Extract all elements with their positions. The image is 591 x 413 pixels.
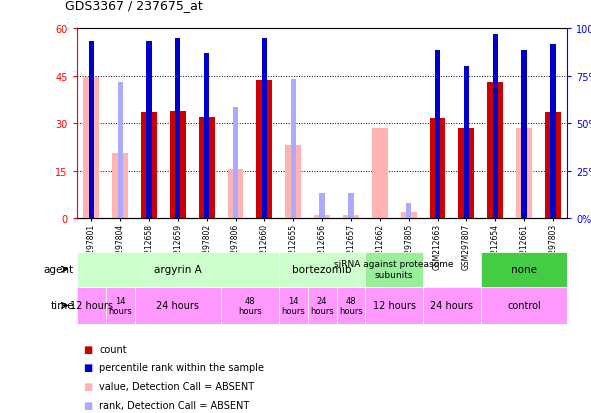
Bar — [348, 194, 353, 219]
Bar — [118, 83, 123, 219]
Bar — [256, 81, 272, 219]
Bar — [285, 146, 301, 219]
Bar — [481, 252, 567, 287]
Text: argyrin A: argyrin A — [154, 264, 202, 275]
Text: ■: ■ — [83, 381, 92, 391]
Bar — [430, 119, 446, 219]
Text: none: none — [511, 264, 537, 275]
Text: bortezomib: bortezomib — [293, 264, 352, 275]
Text: 24 hours: 24 hours — [430, 301, 473, 311]
Bar — [343, 216, 359, 219]
Text: 24
hours: 24 hours — [310, 296, 334, 315]
Bar — [279, 287, 308, 324]
Bar — [365, 287, 423, 324]
Bar — [521, 51, 527, 219]
Text: value, Detection Call = ABSENT: value, Detection Call = ABSENT — [99, 381, 254, 391]
Text: GDS3367 / 237675_at: GDS3367 / 237675_at — [65, 0, 203, 12]
Bar — [77, 252, 279, 287]
Bar — [435, 51, 440, 219]
Bar — [221, 287, 279, 324]
Bar — [199, 118, 215, 219]
Text: agent: agent — [44, 264, 74, 275]
Bar — [320, 194, 324, 219]
Text: 14
hours: 14 hours — [108, 296, 132, 315]
Bar — [545, 113, 561, 219]
Bar — [291, 80, 296, 219]
Bar — [279, 252, 365, 287]
Bar — [464, 67, 469, 219]
Text: 48
hours: 48 hours — [339, 296, 363, 315]
Bar — [516, 129, 532, 219]
Bar — [372, 129, 388, 219]
Bar — [135, 287, 221, 324]
Bar — [493, 35, 498, 219]
Text: rank, Detection Call = ABSENT: rank, Detection Call = ABSENT — [99, 400, 249, 410]
Bar — [233, 108, 238, 219]
Text: time: time — [50, 301, 74, 311]
Bar — [406, 203, 411, 219]
Bar — [83, 78, 99, 219]
Text: 48
hours: 48 hours — [238, 296, 262, 315]
Bar — [365, 252, 423, 287]
Bar — [308, 287, 336, 324]
Text: percentile rank within the sample: percentile rank within the sample — [99, 363, 264, 373]
Bar — [141, 113, 157, 219]
Bar — [170, 112, 186, 219]
Text: ■: ■ — [83, 344, 92, 354]
Bar — [401, 213, 417, 219]
Text: 12 hours: 12 hours — [373, 301, 415, 311]
Bar — [204, 54, 209, 219]
Bar — [147, 42, 151, 219]
Bar — [89, 42, 94, 219]
Bar — [488, 83, 503, 219]
Bar — [112, 154, 128, 219]
Text: control: control — [507, 301, 541, 311]
Text: ■: ■ — [83, 363, 92, 373]
Bar — [550, 45, 556, 219]
Bar — [106, 287, 135, 324]
Bar — [481, 287, 567, 324]
Bar — [77, 287, 106, 324]
Bar — [314, 216, 330, 219]
Bar — [228, 170, 243, 219]
Bar — [459, 129, 475, 219]
Text: siRNA against proteasome
subunits: siRNA against proteasome subunits — [335, 260, 454, 279]
Text: ■: ■ — [83, 400, 92, 410]
Bar — [336, 287, 365, 324]
Bar — [262, 38, 267, 219]
Text: 14
hours: 14 hours — [281, 296, 305, 315]
Text: 12 hours: 12 hours — [70, 301, 113, 311]
Bar — [423, 287, 481, 324]
Bar — [175, 38, 180, 219]
Text: count: count — [99, 344, 127, 354]
Text: 24 hours: 24 hours — [157, 301, 199, 311]
